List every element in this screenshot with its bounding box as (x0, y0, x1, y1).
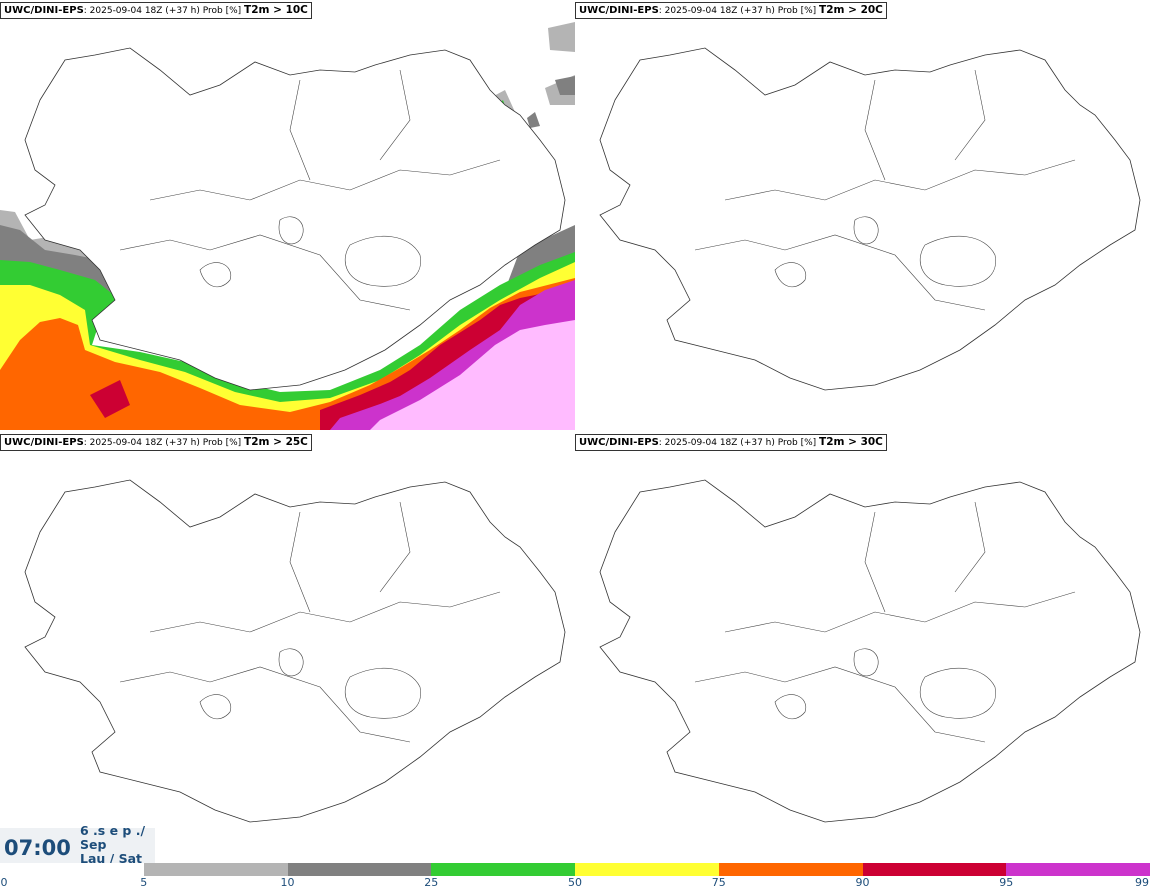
run-info: : 2025-09-04 18Z (+37 h) Prob [%] (658, 438, 817, 448)
probability-map-20 (599, 47, 1141, 391)
map-panel-t2m-20: UWC/DINI-EPS: 2025-09-04 18Z (+37 h) Pro… (575, 0, 1150, 430)
colorbar-tick-label: 90 (855, 876, 870, 889)
colorbar-segment (575, 863, 720, 876)
panel-title: UWC/DINI-EPS: 2025-09-04 18Z (+37 h) Pro… (0, 434, 312, 451)
panel-title: UWC/DINI-EPS: 2025-09-04 18Z (+37 h) Pro… (0, 2, 312, 19)
run-info: : 2025-09-04 18Z (+37 h) Prob [%] (658, 6, 817, 16)
map-panel-t2m-25: UWC/DINI-EPS: 2025-09-04 18Z (+37 h) Pro… (0, 432, 575, 862)
parameter-label: T2m > 10C (244, 4, 308, 16)
date-line-2: Sep (80, 837, 107, 852)
probability-map-10 (0, 22, 575, 430)
date-line-3: Lau / Sat (80, 851, 142, 866)
colorbar-tick-label: 5 (140, 876, 148, 889)
run-info: : 2025-09-04 18Z (+37 h) Prob [%] (83, 438, 242, 448)
colorbar-tick-label: 0 (0, 876, 8, 889)
probability-map-25 (24, 479, 566, 823)
parameter-label: T2m > 25C (244, 436, 308, 448)
colorbar-tick-label: 99 (1135, 876, 1149, 889)
colorbar-tick-label: 75 (711, 876, 726, 889)
colorbar-tick-label: 10 (280, 876, 295, 889)
colorbar-segment (287, 863, 432, 876)
model-name: UWC/DINI-EPS (4, 5, 84, 16)
colorbar-tick-label: 95 (999, 876, 1014, 889)
parameter-label: T2m > 30C (819, 436, 883, 448)
map-panel-t2m-30: UWC/DINI-EPS: 2025-09-04 18Z (+37 h) Pro… (575, 432, 1150, 862)
colorbar-tick-label: 50 (568, 876, 582, 889)
colorbar-segment (431, 863, 576, 876)
valid-time: 07:00 (4, 836, 71, 860)
date-line-1: 6 .s e p ./ (80, 823, 146, 838)
panel-title: UWC/DINI-EPS: 2025-09-04 18Z (+37 h) Pro… (575, 2, 887, 19)
model-name: UWC/DINI-EPS (579, 437, 659, 448)
probability-map-30 (599, 479, 1141, 823)
colorbar-segment (143, 863, 288, 876)
colorbar-segment (1006, 863, 1150, 876)
colorbar-segment (862, 863, 1007, 876)
map-panel-t2m-10: UWC/DINI-EPS: 2025-09-04 18Z (+37 h) Pro… (0, 0, 575, 430)
valid-date: 6 .s e p ./ Sep Lau / Sat (80, 824, 145, 866)
panel-title: UWC/DINI-EPS: 2025-09-04 18Z (+37 h) Pro… (575, 434, 887, 451)
colorbar-segment (718, 863, 863, 876)
colorbar-tick-label: 25 (424, 876, 439, 889)
parameter-label: T2m > 20C (819, 4, 883, 16)
colorbar-segment (0, 863, 145, 876)
run-info: : 2025-09-04 18Z (+37 h) Prob [%] (83, 6, 242, 16)
valid-time-box: 07:00 6 .s e p ./ Sep Lau / Sat (0, 824, 155, 868)
model-name: UWC/DINI-EPS (4, 437, 84, 448)
model-name: UWC/DINI-EPS (579, 5, 659, 16)
